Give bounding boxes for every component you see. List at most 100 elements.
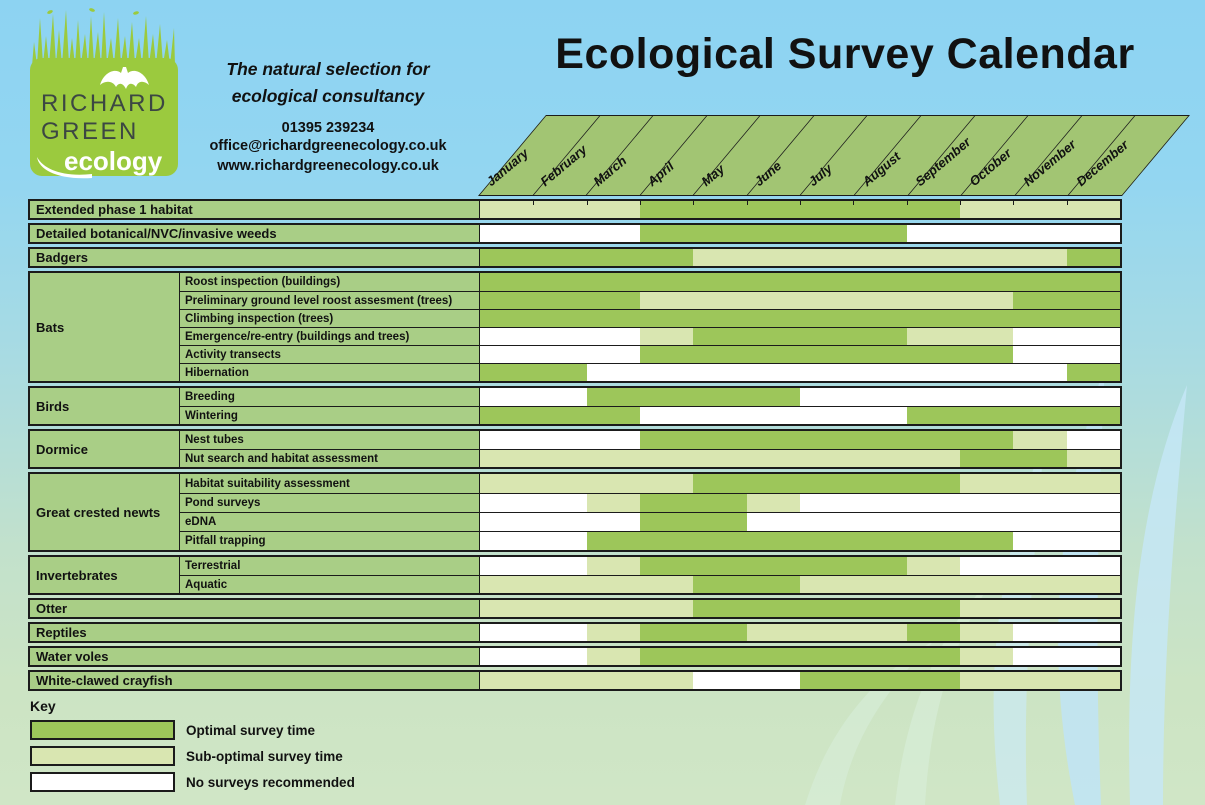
cell xyxy=(746,310,800,327)
rows: Habitat suitability assessment Pond surve… xyxy=(180,474,1120,550)
cell xyxy=(799,249,854,266)
cell xyxy=(959,273,1014,291)
cell xyxy=(639,328,694,345)
company-logo: RICHARD GREEN ecology xyxy=(28,8,180,185)
cell xyxy=(959,450,1014,467)
month-header-band xyxy=(478,115,1190,196)
cell xyxy=(586,513,640,531)
cell xyxy=(959,648,1014,665)
section-white-clawed-crayfish: White-clawed crayfish xyxy=(28,670,1122,691)
cell xyxy=(799,201,854,218)
cell xyxy=(693,328,747,345)
cell xyxy=(1066,328,1120,345)
cell xyxy=(1066,576,1120,593)
row-emergence-re-entry-buildings-and-trees: Emergence/re-entry (buildings and trees) xyxy=(180,327,1120,345)
row-activity-transects: Activity transects xyxy=(180,345,1120,363)
cell xyxy=(746,201,800,218)
cell xyxy=(1013,648,1067,665)
cell xyxy=(1013,557,1067,575)
cell xyxy=(799,225,854,242)
key-swatch xyxy=(30,746,175,766)
row-label: Roost inspection (buildings) xyxy=(180,273,480,291)
cell xyxy=(693,450,747,467)
survey-table: Extended phase 1 habitat Detailed botanic… xyxy=(28,199,1122,694)
rows: Breeding Wintering xyxy=(180,388,1120,424)
cell xyxy=(1066,273,1120,291)
row-label: Detailed botanical/NVC/invasive weeds xyxy=(30,225,480,242)
cell xyxy=(639,407,694,424)
cell xyxy=(746,249,800,266)
row-label: eDNA xyxy=(180,513,480,531)
cell xyxy=(853,431,907,449)
cell xyxy=(746,328,800,345)
cell xyxy=(1066,431,1120,449)
cell xyxy=(480,648,534,665)
group-label: Bats xyxy=(30,273,180,381)
cell xyxy=(693,407,747,424)
cell xyxy=(853,576,907,593)
cell xyxy=(853,310,907,327)
row-label: Habitat suitability assessment xyxy=(180,474,480,493)
page-title: Ecological Survey Calendar xyxy=(555,30,1135,78)
cell xyxy=(586,576,640,593)
cell xyxy=(959,364,1014,381)
cell xyxy=(639,201,694,218)
cell xyxy=(639,346,694,363)
cells-strip xyxy=(480,600,1120,617)
row-preliminary-ground-level-roost-assesment-trees: Preliminary ground level roost assesment… xyxy=(180,291,1120,309)
logo-text-green: GREEN xyxy=(41,118,139,145)
section-birds: Birds Breeding Wintering xyxy=(28,386,1122,426)
month-tick xyxy=(693,201,695,205)
cell xyxy=(693,310,747,327)
cell xyxy=(1013,576,1067,593)
cell xyxy=(746,513,800,531)
cell xyxy=(693,431,747,449)
cell xyxy=(586,600,640,617)
cell xyxy=(586,225,640,242)
cell xyxy=(959,513,1014,531)
cell xyxy=(906,576,960,593)
cell xyxy=(533,364,587,381)
row-label: White-clawed crayfish xyxy=(30,672,480,689)
cell xyxy=(639,648,694,665)
cell xyxy=(746,346,800,363)
cell xyxy=(1013,513,1067,531)
cell xyxy=(586,450,640,467)
cells-strip xyxy=(480,292,1120,309)
group-label: Invertebrates xyxy=(30,557,180,593)
cell xyxy=(639,672,694,689)
cell xyxy=(746,450,800,467)
cell xyxy=(799,310,854,327)
cell xyxy=(1066,513,1120,531)
cell xyxy=(959,600,1014,617)
cell xyxy=(693,672,747,689)
group-label: Dormice xyxy=(30,431,180,467)
cell xyxy=(639,249,694,266)
row-terrestrial: Terrestrial xyxy=(180,557,1120,575)
cell xyxy=(639,494,694,512)
cell xyxy=(533,225,587,242)
section-extended-phase-1-habitat: Extended phase 1 habitat xyxy=(28,199,1122,220)
cell xyxy=(693,600,747,617)
cell xyxy=(533,624,587,641)
cells-strip xyxy=(480,249,1120,266)
cells-strip xyxy=(480,672,1120,689)
cell xyxy=(853,346,907,363)
cell xyxy=(959,407,1014,424)
cell xyxy=(693,249,747,266)
row-breeding: Breeding xyxy=(180,388,1120,406)
cell xyxy=(693,474,747,493)
cell xyxy=(639,388,694,406)
cell xyxy=(853,249,907,266)
month-tick xyxy=(1013,201,1015,205)
tagline: The natural selection for ecological con… xyxy=(178,56,478,110)
cell xyxy=(906,648,960,665)
cell xyxy=(533,346,587,363)
row-climbing-inspection-trees: Climbing inspection (trees) xyxy=(180,309,1120,327)
tagline-line-1: The natural selection for xyxy=(226,59,430,79)
cell xyxy=(1013,310,1067,327)
cells-strip xyxy=(480,310,1120,327)
key-swatch xyxy=(30,720,175,740)
cell xyxy=(906,346,960,363)
cells-strip xyxy=(480,388,1120,406)
